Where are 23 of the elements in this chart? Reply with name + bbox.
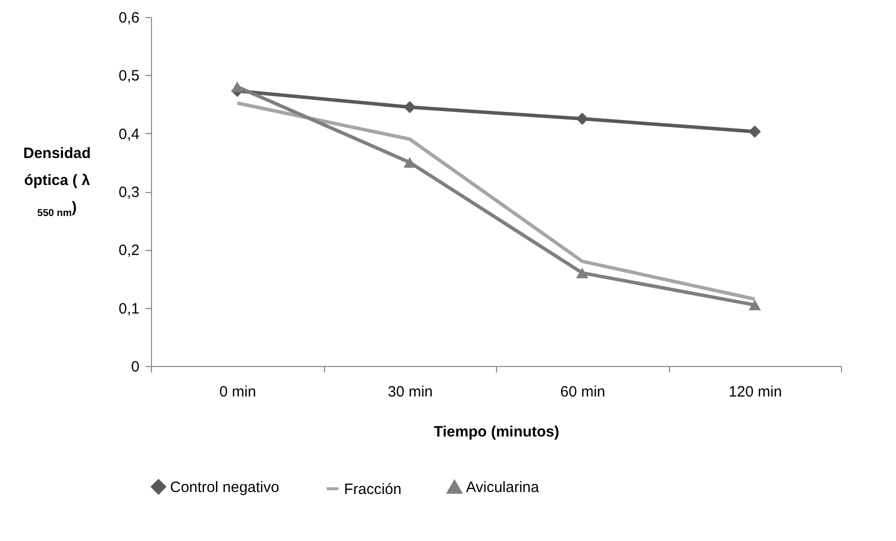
point [748, 125, 761, 138]
x-tick-label: 120 min [728, 384, 782, 400]
y-tick-label: 0 [131, 358, 140, 376]
y-tick-label: 0,4 [118, 126, 140, 143]
x-tick-label: 30 min [388, 384, 433, 400]
x-axis-title: Tiempo (minutos) [434, 424, 560, 440]
legend-label: Control negativo [170, 478, 280, 496]
point [576, 268, 588, 278]
x-tick-label: 60 min [560, 384, 606, 400]
point [576, 112, 588, 125]
y-tick-label: 0,1 [118, 300, 140, 318]
legend-label: Avicularina [466, 479, 540, 496]
legend-label: Fracción [344, 480, 402, 498]
point [748, 300, 761, 310]
point [404, 157, 416, 168]
text: Densidad óptica ( λ $_{550 nm}$) [23, 145, 91, 219]
y-tick-label: 0,2 [118, 242, 140, 260]
x-tick-label: 0 min [219, 384, 256, 400]
point [404, 101, 416, 114]
y-tick-label: 0,6 [118, 10, 140, 26]
point [231, 81, 244, 92]
y-tick-label: 0,3 [118, 184, 140, 201]
y-tick-label: 0,5 [118, 68, 140, 85]
